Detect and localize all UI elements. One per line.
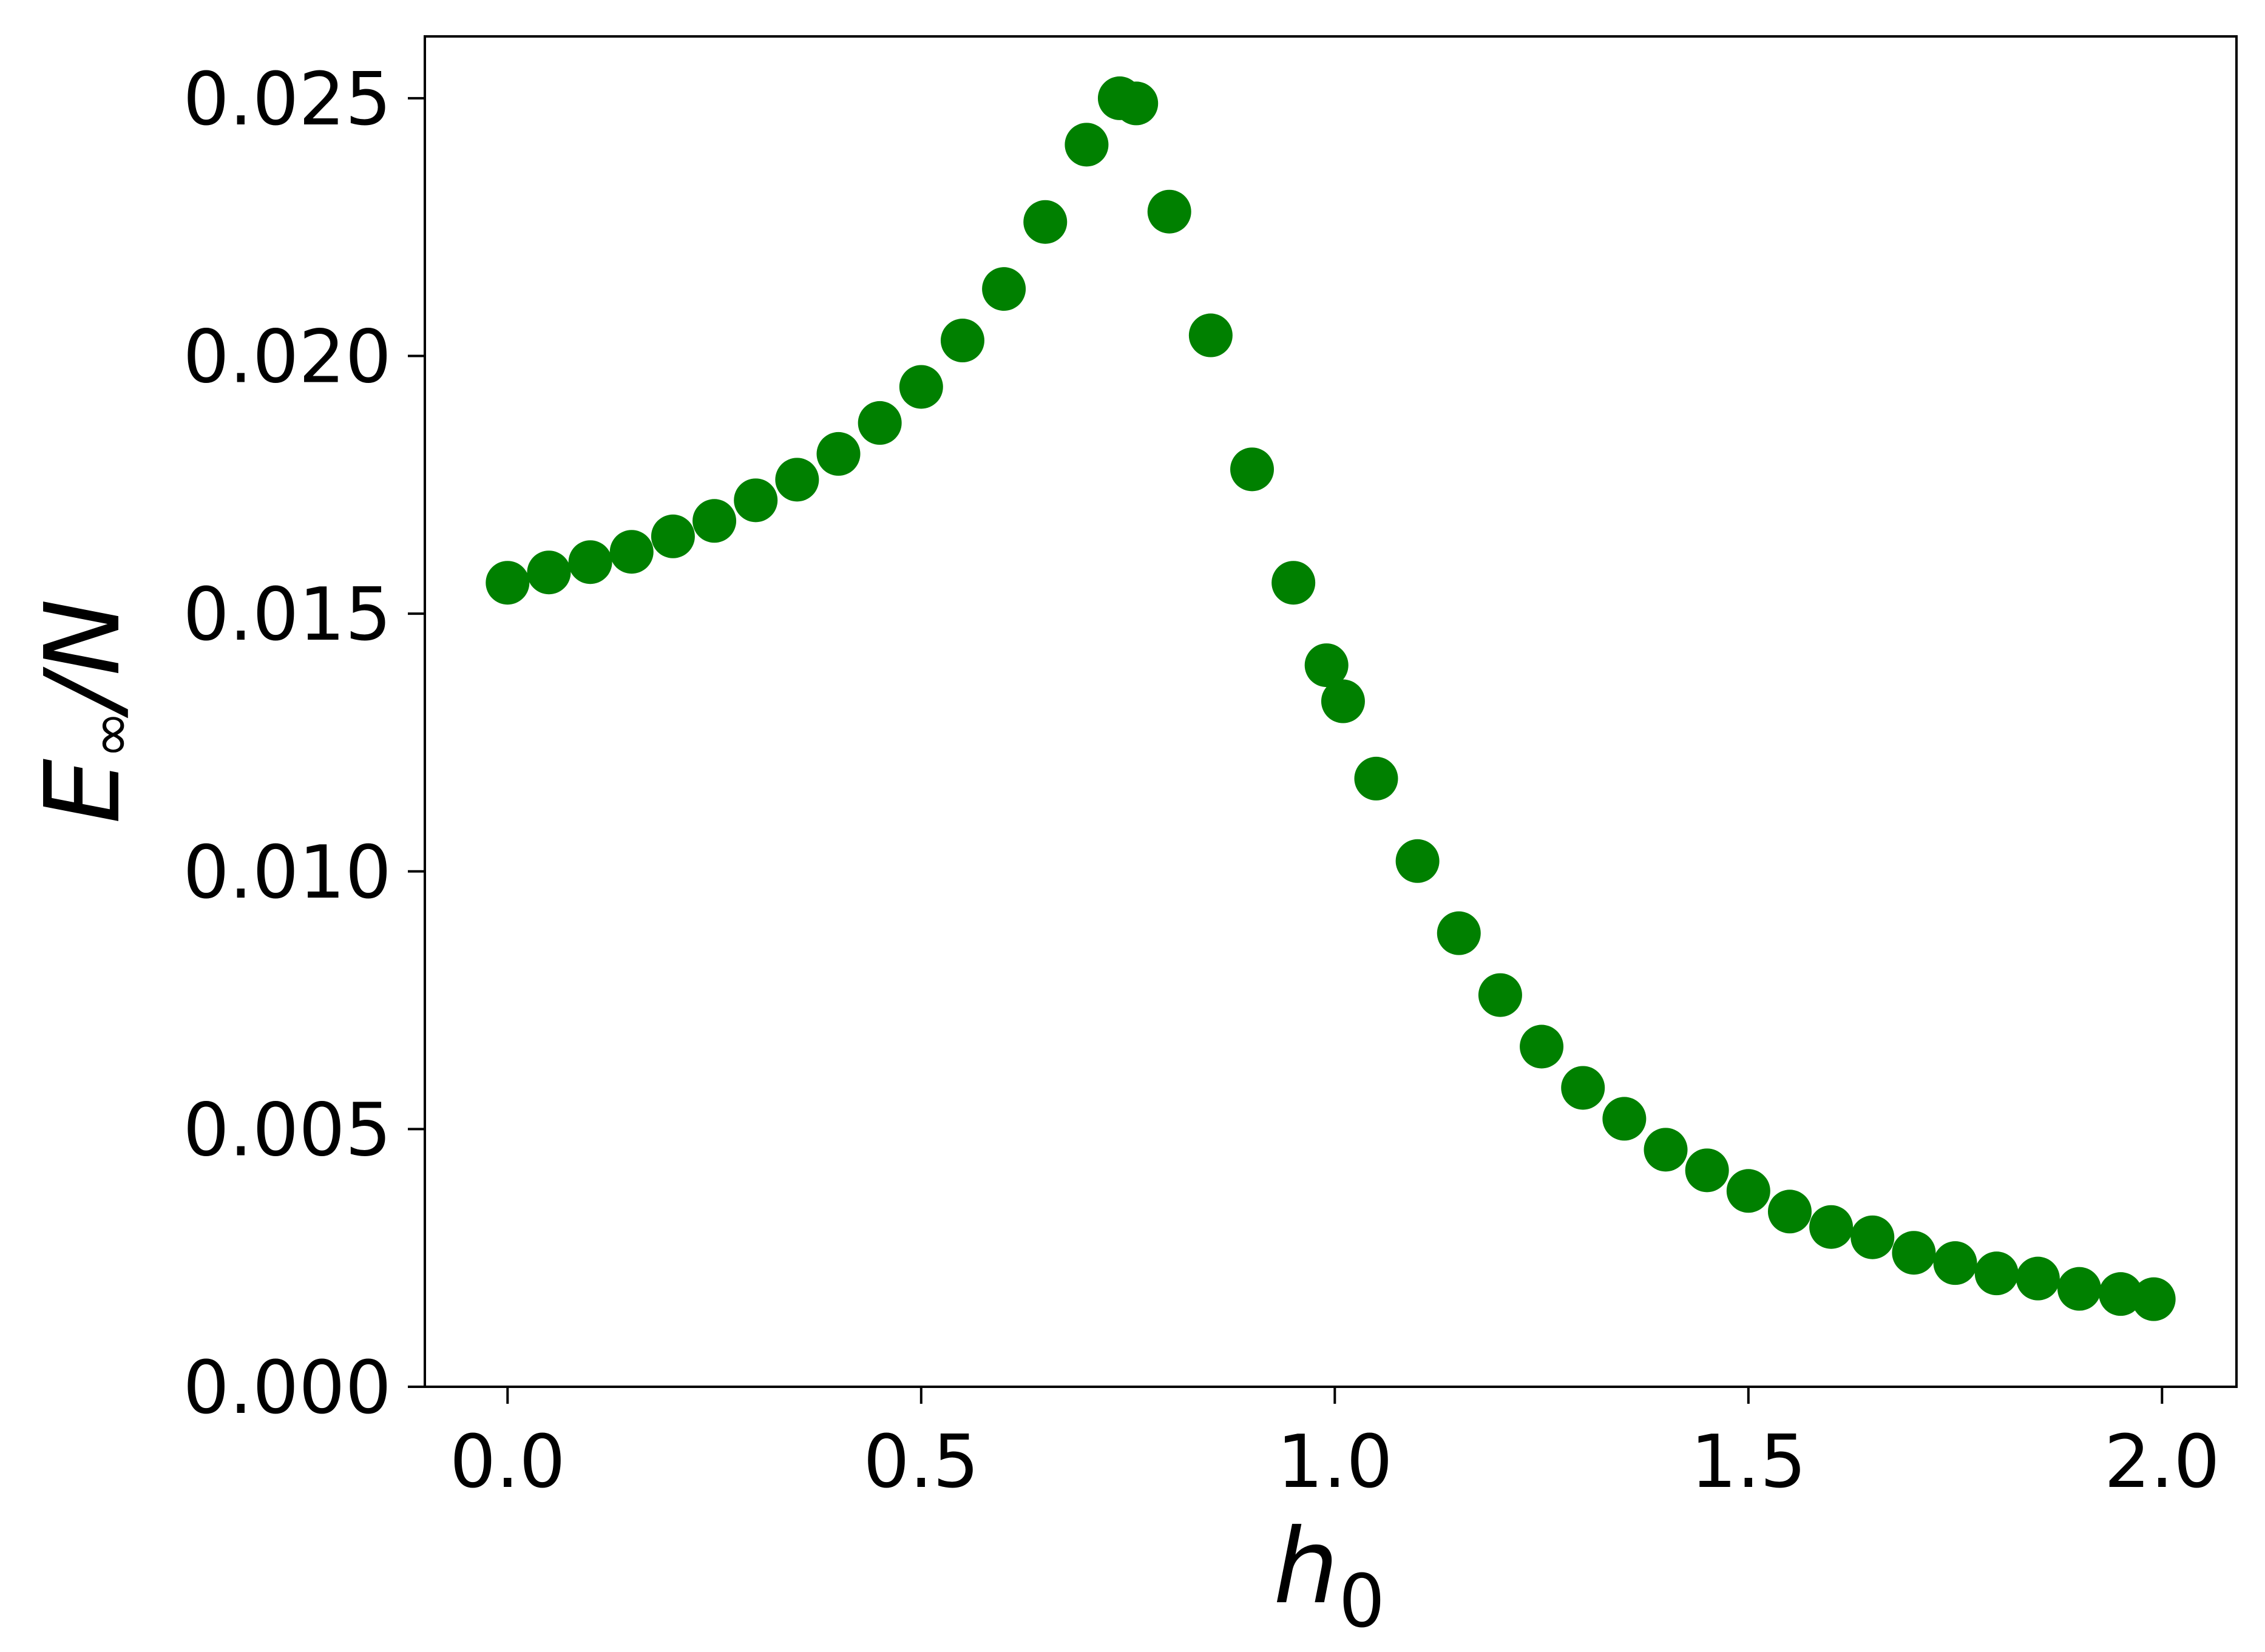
data-point <box>1602 1097 1647 1141</box>
data-point <box>1271 561 1316 605</box>
x-axis-ticks: 0.0 0.5 1.0 1.5 2.0 <box>450 1387 2220 1505</box>
data-point <box>1726 1169 1770 1213</box>
data-point <box>609 530 654 574</box>
x-tick-label: 2.0 <box>2104 1420 2220 1505</box>
data-point <box>1685 1148 1729 1193</box>
y-axis-ticks: 0.000 0.005 0.010 0.015 0.020 0.025 <box>183 58 425 1430</box>
x-axis-label-subscript: 0 <box>1339 1560 1385 1644</box>
data-point <box>1065 123 1109 167</box>
y-tick-label: 0.025 <box>183 58 391 142</box>
data-point <box>1644 1128 1688 1172</box>
x-tick-label: 0.5 <box>863 1420 979 1505</box>
data-point <box>1892 1231 1936 1275</box>
data-point <box>1478 973 1522 1017</box>
data-point <box>775 458 819 502</box>
data-point <box>858 401 902 445</box>
data-point <box>1230 447 1275 492</box>
data-point <box>651 514 695 558</box>
data-point <box>692 499 737 543</box>
x-axis-label: h0 <box>1273 1507 1385 1644</box>
y-axis-label: E∞/N <box>23 598 144 824</box>
data-point <box>899 365 943 409</box>
data-point <box>940 319 984 363</box>
data-point <box>1809 1205 1854 1249</box>
data-point <box>1114 81 1159 126</box>
y-tick-label: 0.005 <box>183 1088 391 1173</box>
data-point <box>568 540 612 584</box>
data-point <box>1520 1024 1564 1069</box>
data-point <box>1354 756 1398 801</box>
data-point <box>1767 1190 1812 1234</box>
data-point <box>1147 189 1191 234</box>
data-point <box>1850 1215 1895 1259</box>
data-point <box>734 478 778 523</box>
data-point <box>527 550 571 595</box>
x-axis-label-base: h <box>1273 1507 1339 1627</box>
y-tick-label: 0.015 <box>183 573 391 657</box>
y-axis-label-suffix: /N <box>23 598 143 718</box>
y-tick-label: 0.020 <box>183 316 391 400</box>
data-point <box>1561 1066 1605 1110</box>
data-point <box>1321 679 1365 723</box>
data-point <box>2099 1272 2143 1316</box>
data-point <box>1974 1251 2019 1296</box>
data-point <box>486 561 530 605</box>
data-point <box>1188 313 1233 357</box>
data-point <box>2016 1256 2060 1301</box>
y-tick-label: 0.010 <box>183 831 391 915</box>
y-axis-label-subscript: ∞ <box>78 711 144 759</box>
data-point <box>1933 1241 1977 1285</box>
x-tick-label: 0.0 <box>450 1420 566 1505</box>
y-axis-label-base: E <box>23 759 143 824</box>
plot-frame <box>424 35 2238 1388</box>
x-tick-label: 1.0 <box>1277 1420 1393 1505</box>
data-point <box>1304 643 1349 688</box>
data-point <box>1023 200 1068 244</box>
data-point <box>2131 1277 2176 1321</box>
data-markers <box>486 76 2176 1321</box>
data-point <box>2057 1267 2102 1311</box>
y-tick-label: 0.000 <box>183 1346 391 1430</box>
x-tick-label: 1.5 <box>1690 1420 1806 1505</box>
data-point <box>1395 839 1440 883</box>
data-point <box>982 267 1026 311</box>
data-point <box>816 432 861 476</box>
data-point <box>1437 911 1481 955</box>
